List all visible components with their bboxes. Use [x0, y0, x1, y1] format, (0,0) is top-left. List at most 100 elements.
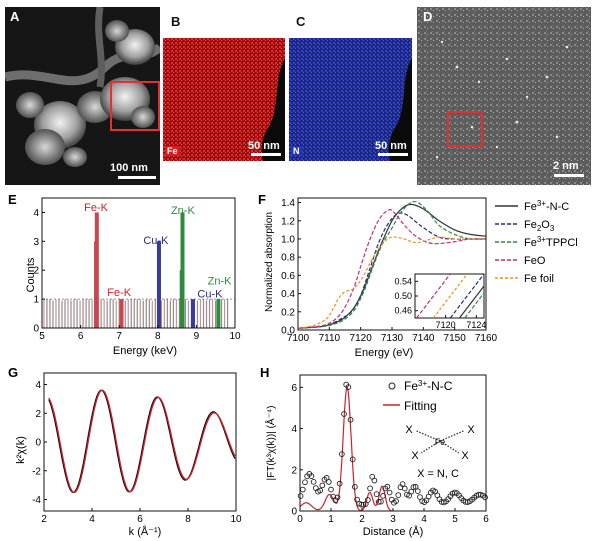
panel-g-ytick-label: -2 — [32, 466, 41, 477]
data-point — [349, 456, 356, 463]
panel-h-ytick-label: 6 — [291, 383, 297, 394]
legend-marker — [388, 382, 396, 390]
panel-h-ft-chart: 0 1 2 3 4 5 6 0 2 4 6 Fe3+-N-C Fitting X X X X Fe X = N,… — [264, 374, 489, 538]
panel-g-letter: G — [8, 365, 19, 380]
panel-b-map-fill — [163, 38, 285, 161]
panel-h-axes: 0 1 2 3 4 5 6 0 2 4 6 — [291, 374, 489, 525]
panel-h-ytick-label: 2 — [291, 465, 297, 476]
metal-center-label: Fe — [435, 437, 446, 447]
panel-f-ytick-label: 1.2 — [281, 216, 295, 227]
peak-bar — [190, 299, 195, 328]
panel-c-map-fill — [289, 38, 412, 161]
panel-e-frame — [41, 197, 236, 329]
data-point — [414, 488, 421, 495]
data-point — [345, 384, 352, 390]
panel-h-legend: Fe3+-N-C Fitting — [383, 379, 453, 413]
panel-h-xtick-label: 6 — [483, 514, 489, 525]
panel-f-xlabel: Energy (eV) — [355, 347, 414, 359]
peak-annotation: Cu-K — [143, 235, 169, 247]
panel-e-ylabel: Counts — [25, 257, 37, 292]
panel-e-noise-bars — [42, 298, 235, 328]
panel-f-axes: 7100 7110 7120 7130 7140 7150 7160 0.0 0.2 0.4 0.6… — [281, 197, 498, 344]
scheme-note: X = N, C — [417, 468, 459, 480]
panel-a-scale-text: 100 nm — [110, 162, 148, 174]
legend-label: Fitting — [404, 399, 437, 413]
data-point — [371, 477, 378, 484]
data-point — [401, 485, 408, 492]
panel-b-fe-map — [163, 38, 285, 161]
panel-b-scale-text: 50 nm — [248, 140, 280, 152]
data-point — [378, 498, 384, 505]
series-line — [297, 201, 487, 329]
data-point — [380, 493, 386, 499]
inset-series-line — [416, 274, 451, 318]
panel-h-xtick-label: 3 — [390, 514, 396, 525]
panel-e-ytick-label: 2 — [33, 266, 39, 277]
data-point — [302, 479, 308, 486]
panel-a-letter: A — [10, 9, 20, 24]
panel-a-particles — [5, 7, 160, 167]
panel-e-xtick-label: 10 — [229, 331, 241, 342]
peak-bar — [216, 299, 221, 328]
panel-g-xtick-label: 8 — [185, 514, 191, 525]
panel-g-xtick-label: 2 — [41, 514, 47, 525]
panel-g-series — [48, 389, 236, 494]
peak-annotation: Cu-K — [197, 289, 223, 301]
data-point — [365, 497, 371, 503]
series-line — [297, 203, 487, 329]
panel-f-ytick-label: 0.8 — [281, 253, 295, 264]
panel-e-axes: 5 6 7 8 9 10 0 1 2 3 4 — [33, 197, 241, 342]
panel-c-letter: C — [296, 14, 306, 29]
bond — [415, 430, 441, 442]
ligand-label: X — [405, 424, 413, 436]
panel-f-xtick-label: 7130 — [381, 333, 404, 344]
inset-series-line — [432, 274, 468, 318]
fit-curve — [299, 386, 394, 512]
panel-d-texture — [417, 7, 591, 185]
panel-g-ytick-label: -4 — [32, 495, 41, 506]
inset-series-line — [464, 292, 484, 318]
panel-d-atomic-image — [417, 7, 591, 185]
panel-g-ytick-label: 4 — [35, 380, 41, 391]
panel-e-ytick-label: 0 — [33, 324, 39, 335]
inset-xtick-label: 7120 — [436, 320, 456, 330]
bond — [439, 430, 465, 442]
inset-ytick-label: 0.50 — [394, 291, 412, 301]
panel-f-ytick-label: 0.6 — [281, 271, 295, 282]
panel-e-letter: E — [8, 192, 17, 207]
data-point — [325, 479, 332, 485]
data-point — [334, 494, 341, 501]
panel-f-letter: F — [258, 192, 266, 207]
data-point — [310, 478, 317, 485]
panel-f-ytick-label: 0.0 — [281, 326, 295, 337]
panel-h-letter: H — [260, 365, 270, 380]
panel-h-xtick-label: 5 — [452, 514, 458, 525]
panel-f-xtick-label: 7160 — [475, 333, 498, 344]
panel-h-series — [297, 381, 488, 512]
data-point — [384, 483, 391, 490]
inset-ytick-label: 0.46 — [394, 306, 412, 316]
legend-label: Fe3+-N-C — [404, 379, 453, 393]
data-point — [482, 494, 488, 501]
panel-b-scale-bar — [251, 153, 281, 156]
panel-f-ytick-label: 0.4 — [281, 289, 295, 300]
inset-xtick-label: 7124 — [466, 320, 486, 330]
panel-h-xtick-label: 2 — [359, 514, 365, 525]
series-line — [297, 208, 487, 329]
panel-f-ylabel: Normalized absorption — [264, 212, 275, 312]
panel-h-ytick-label: 0 — [291, 507, 297, 518]
data-point — [373, 491, 380, 497]
peak-annotation: Zn-K — [208, 276, 233, 288]
peak-bar — [156, 241, 161, 328]
panel-h-xlabel: Distance (Å) — [363, 525, 424, 538]
panel-e-xtick-label: 8 — [155, 331, 161, 342]
data-point — [399, 481, 406, 487]
data-point — [367, 485, 373, 492]
data-point — [341, 411, 347, 417]
panel-f-xtick-label: 7100 — [287, 333, 310, 344]
panel-c-element-tag: N — [291, 146, 302, 156]
panel-h-coordination-scheme: X X X X Fe X = N, C — [405, 424, 475, 480]
data-point — [393, 498, 399, 504]
panel-g-ytick-label: 2 — [35, 409, 41, 420]
